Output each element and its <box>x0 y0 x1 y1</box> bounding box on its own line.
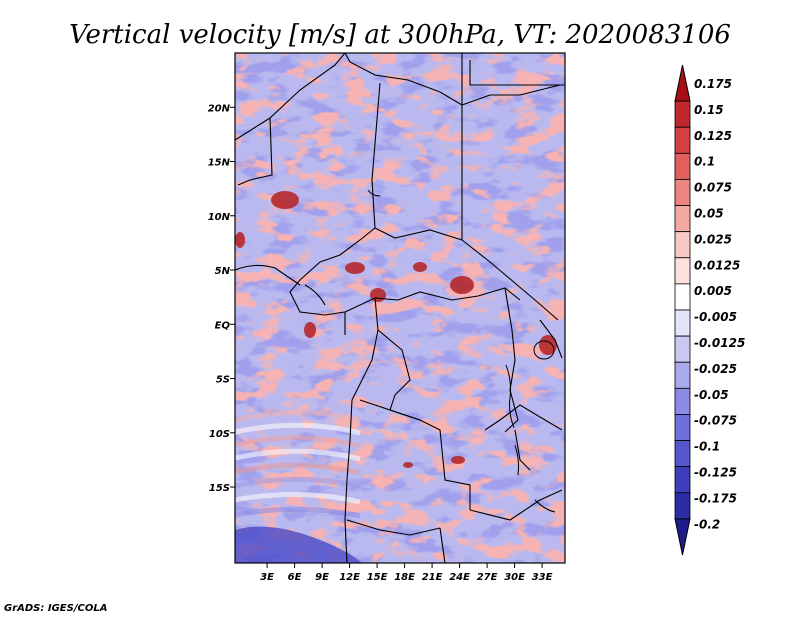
colorbar-label: -0.1 <box>694 440 720 454</box>
colorbar: 0.175 0.15 0.125 0.1 0.075 0.05 0.025 0.0125 0.0… <box>674 64 745 556</box>
southern-bands <box>235 410 361 519</box>
colorbar-segment <box>674 466 691 494</box>
colorbar-segment <box>674 492 691 520</box>
x-tick-label: 24E <box>449 572 470 583</box>
colorbar-label: -0.175 <box>694 491 737 505</box>
colorbar-segment <box>674 126 691 154</box>
colorbar-top-arrow <box>674 64 691 102</box>
x-tick-label: 18E <box>394 572 415 583</box>
colorbar-label: -0.0125 <box>694 336 745 350</box>
y-tick-label: 10N <box>208 212 231 223</box>
x-tick-label: 33E <box>532 572 553 583</box>
country-borders <box>235 53 565 563</box>
colorbar-label: -0.005 <box>694 310 737 324</box>
colorbar-label: 0.175 <box>694 77 732 91</box>
colorbar-label: 0.075 <box>694 181 732 195</box>
x-axis: 3E 6E 9E 12E 15E 18E 21E 24E 27E 30E 33E <box>260 563 553 583</box>
colorbar-segment <box>674 152 691 180</box>
colorbar-label: 0.0125 <box>694 258 740 272</box>
southwest-low <box>235 526 362 563</box>
colorbar-label: 0.1 <box>694 155 715 169</box>
x-tick-label: 27E <box>477 572 498 583</box>
colorbar-segment <box>674 335 691 363</box>
lake-outlines <box>367 189 555 476</box>
y-tick-label: 5S <box>216 375 230 386</box>
colorbar-segment <box>674 283 691 311</box>
colorbar-label: 0.125 <box>694 129 732 143</box>
x-tick-label: 9E <box>315 572 329 583</box>
colorbar-segment <box>674 205 691 233</box>
y-axis: 20N 15N 10N 5N EQ 5S 10S 15S <box>208 103 235 494</box>
colorbar-label: -0.2 <box>694 517 720 531</box>
grads-credit: GrADS: IGES/COLA <box>4 603 108 614</box>
x-tick-label: 12E <box>339 572 360 583</box>
y-tick-label: 5N <box>215 266 231 277</box>
colorbar-segment <box>674 100 691 128</box>
colorbar-segment <box>674 309 691 337</box>
x-tick-label: 15E <box>367 572 388 583</box>
colorbar-label: -0.125 <box>694 466 737 480</box>
colorbar-label: 0.025 <box>694 232 732 246</box>
colorbar-segment <box>674 179 691 206</box>
x-tick-label: 21E <box>422 572 443 583</box>
colorbar-label: 0.15 <box>694 103 724 117</box>
hot-spots <box>235 191 557 468</box>
colorbar-label: -0.025 <box>694 362 737 376</box>
x-tick-label: 6E <box>288 572 302 583</box>
y-tick-label: 15N <box>208 158 231 169</box>
colorbar-segment <box>674 257 691 285</box>
chart-title: Vertical velocity [m/s] at 300hPa, VT: 2… <box>69 20 731 50</box>
y-tick-label: 10S <box>209 429 230 440</box>
colorbar-segment <box>674 414 691 441</box>
colorbar-segment <box>674 440 691 468</box>
colorbar-label: -0.075 <box>694 414 737 428</box>
y-tick-label: 15S <box>209 483 230 494</box>
colorbar-segment <box>674 361 691 389</box>
colorbar-label: -0.05 <box>694 388 729 402</box>
colorbar-segment <box>674 231 691 259</box>
x-tick-label: 3E <box>260 572 274 583</box>
field-red-noise <box>235 53 565 563</box>
plot-frame <box>234 52 566 564</box>
colorbar-label: 0.005 <box>694 284 732 298</box>
x-tick-label: 30E <box>504 572 525 583</box>
y-tick-label: EQ <box>215 320 231 331</box>
plot-area <box>235 53 565 563</box>
colorbar-bottom-arrow <box>674 518 691 556</box>
y-tick-label: 20N <box>208 103 231 114</box>
colorbar-segment <box>674 387 691 415</box>
colorbar-label: 0.05 <box>694 207 724 221</box>
